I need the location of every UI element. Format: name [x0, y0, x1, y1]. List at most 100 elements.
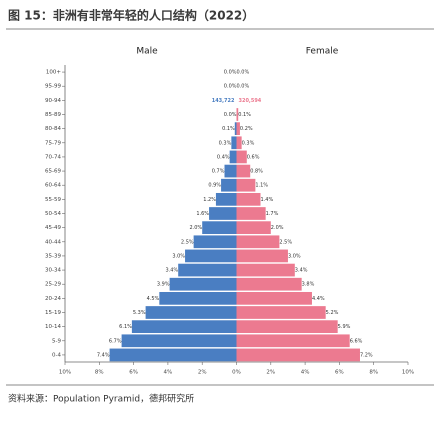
bar: [236, 334, 350, 348]
value-label: 3.4%: [295, 268, 308, 274]
bar: [185, 249, 237, 263]
bar: [145, 306, 237, 319]
bar: [193, 235, 237, 249]
y-tick-label: 65-69: [45, 169, 61, 175]
bar: [215, 192, 237, 206]
y-tick-label: 50-54: [45, 211, 61, 217]
value-label: 0.0%: [237, 70, 250, 76]
value-label: 3.9%: [157, 282, 170, 288]
value-label: 6.1%: [119, 324, 132, 330]
value-label: 0.9%: [208, 183, 221, 189]
y-tick-label: 70-74: [45, 154, 61, 160]
y-tick-label: 30-34: [45, 268, 61, 274]
bar: [229, 150, 237, 164]
annotation: 143,722: [212, 98, 235, 104]
bar: [236, 164, 251, 178]
value-label: 3.4%: [165, 268, 178, 274]
bar: [236, 235, 280, 249]
chart-title: 图 15：非洲有非常年轻的人口结构（2022）: [8, 8, 254, 23]
bar: [236, 277, 302, 291]
bar: [121, 334, 237, 348]
bar: [209, 207, 237, 220]
value-label: 6.7%: [109, 338, 122, 344]
value-label: 2.5%: [279, 239, 292, 245]
value-label: 3.0%: [288, 253, 301, 259]
bar: [236, 348, 360, 362]
value-label: 0.6%: [247, 154, 260, 160]
bar: [236, 320, 338, 334]
y-tick-label: 75-79: [45, 140, 61, 146]
y-tick-label: 10-14: [45, 324, 61, 330]
value-label: 4.4%: [312, 296, 325, 302]
value-label: 7.2%: [360, 352, 373, 358]
x-tick-label: 4%: [164, 370, 173, 376]
bar: [221, 178, 237, 192]
x-tick-label: 10%: [402, 370, 414, 376]
value-label: 5.2%: [326, 310, 339, 316]
value-label: 2.0%: [189, 225, 202, 231]
y-tick-label: 55-59: [45, 197, 61, 203]
x-tick-label: 2%: [266, 370, 275, 376]
value-label: 0.7%: [212, 169, 225, 175]
value-label: 5.3%: [133, 310, 146, 316]
value-label: 1.2%: [203, 197, 216, 203]
source: 资料来源：Population Pyramid，德邦研究所: [8, 393, 194, 405]
y-tick-label: 100+: [46, 70, 61, 76]
y-tick-label: 15-19: [45, 310, 61, 316]
bar: [236, 136, 242, 150]
value-label: 7.4%: [97, 352, 110, 358]
value-label: 0.3%: [242, 140, 255, 146]
y-tick-label: 85-89: [45, 112, 61, 118]
x-tick-label: 0%: [232, 370, 241, 376]
annotation: 320,594: [239, 98, 262, 104]
bar: [236, 291, 312, 305]
x-tick-label: 6%: [335, 370, 344, 376]
bar: [224, 164, 237, 178]
value-label: 0.1%: [222, 126, 235, 132]
value-label: 0.3%: [219, 140, 232, 146]
value-label: 3.0%: [172, 253, 185, 259]
value-label: 0.8%: [250, 169, 263, 175]
value-label: 2.0%: [271, 225, 284, 231]
bar: [109, 348, 237, 362]
value-label: 6.6%: [350, 338, 363, 344]
value-label: 1.4%: [261, 197, 274, 203]
y-tick-label: 90-94: [45, 98, 61, 104]
bar: [234, 122, 237, 136]
value-label: 0.0%: [224, 70, 237, 76]
y-tick-label: 95-99: [45, 84, 61, 90]
x-tick-label: 4%: [301, 370, 310, 376]
value-label: 0.2%: [240, 126, 253, 132]
bar: [159, 291, 237, 305]
bar: [236, 122, 240, 136]
y-tick-label: 0-4: [52, 352, 61, 358]
bar: [178, 263, 237, 277]
value-label: 0.0%: [224, 112, 237, 118]
bar: [236, 207, 266, 220]
legend-label: Female: [306, 47, 339, 57]
value-label: 1.7%: [266, 211, 279, 217]
bar: [236, 178, 256, 192]
value-label: 0.0%: [224, 84, 237, 90]
y-tick-label: 80-84: [45, 126, 61, 132]
x-tick-label: 2%: [198, 370, 207, 376]
bar: [236, 249, 288, 263]
legend-label: Male: [136, 47, 158, 57]
bar: [236, 306, 326, 319]
value-label: 5.9%: [338, 324, 351, 330]
value-label: 3.8%: [302, 282, 315, 288]
value-label: 2.5%: [181, 239, 194, 245]
y-tick-label: 25-29: [45, 282, 61, 288]
x-tick-label: 8%: [369, 370, 378, 376]
x-tick-label: 6%: [129, 370, 138, 376]
y-tick-label: 45-49: [45, 225, 61, 231]
bar: [236, 263, 295, 277]
value-label: 0.4%: [217, 154, 230, 160]
value-label: 1.1%: [255, 183, 268, 189]
bar: [236, 221, 271, 235]
y-tick-label: 35-39: [45, 253, 61, 259]
y-tick-label: 40-44: [45, 239, 61, 245]
x-tick-label: 8%: [95, 370, 104, 376]
bar: [131, 320, 237, 334]
